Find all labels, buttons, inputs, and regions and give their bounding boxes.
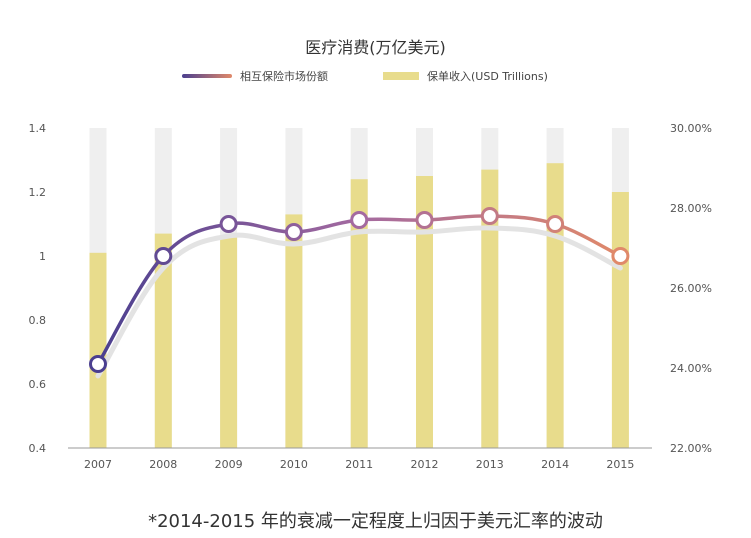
x-tick-label: 2012: [411, 458, 439, 471]
line-shadow: [95, 225, 623, 379]
chart-title: 医疗消费(万亿美元): [305, 38, 446, 57]
x-tick-label: 2015: [606, 458, 634, 471]
bar-2015: [611, 192, 629, 448]
y-right-tick-label: 30.00%: [670, 122, 712, 135]
line-point-2011: [350, 211, 369, 229]
bar-2010: [285, 214, 303, 448]
x-tick-label: 2014: [541, 458, 569, 471]
line-point-2010: [284, 223, 303, 241]
legend-label-line: 相互保险市场份额: [240, 70, 328, 83]
bar-2013: [481, 169, 499, 448]
y-left-tick-label: 1.4: [29, 122, 47, 135]
y-right-tick-label: 22.00%: [670, 442, 712, 455]
legend-label-bar: 保单收入(USD Trillions): [427, 70, 548, 83]
bar-2008: [154, 233, 172, 448]
bar-2007: [89, 252, 107, 448]
bar-2009: [220, 236, 238, 448]
x-tick-label: 2008: [149, 458, 177, 471]
x-tick-label: 2011: [345, 458, 373, 471]
legend-bar-swatch: [383, 72, 419, 80]
x-tick-label: 2007: [84, 458, 112, 471]
caption: *2014-2015 年的衰减一定程度上归因于美元汇率的波动: [148, 511, 603, 532]
line-point-2007: [89, 355, 107, 373]
line-point-2009: [219, 215, 238, 233]
x-tick-label: 2009: [215, 458, 243, 471]
legend-item-bar[interactable]: 保单收入(USD Trillions): [383, 68, 548, 84]
legend-line-swatch: [182, 74, 232, 78]
x-tick-label: 2010: [280, 458, 308, 471]
line-point-2012: [415, 211, 434, 229]
y-right-tick-label: 24.00%: [670, 362, 712, 375]
line-point-2008: [154, 247, 173, 265]
y-left-tick-label: 0.4: [29, 442, 47, 455]
bar-2012: [416, 176, 433, 448]
x-tick-label: 2013: [476, 458, 504, 471]
line-point-2014: [546, 215, 565, 233]
y-left-tick-label: 0.8: [29, 314, 47, 327]
y-left-tick-label: 1: [39, 250, 46, 263]
legend-item-line[interactable]: 相互保险市场份额: [182, 68, 328, 84]
legend: 相互保险市场份额 保单收入(USD Trillions): [0, 68, 751, 88]
bar-2011: [350, 179, 368, 448]
bar-2014: [546, 163, 564, 448]
line-point-2015: [611, 247, 630, 265]
y-right-tick-label: 26.00%: [670, 282, 712, 295]
y-right-tick-label: 28.00%: [670, 202, 712, 215]
y-left-tick-label: 0.6: [29, 378, 47, 391]
line-point-2013: [480, 207, 499, 225]
y-left-tick-label: 1.2: [29, 186, 47, 199]
